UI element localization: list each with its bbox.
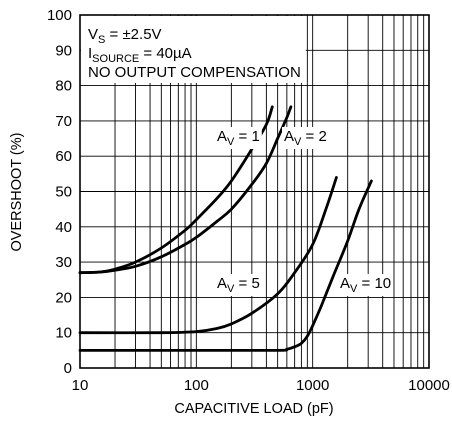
curve-labels: AV = 1 AV = 2 AV = 5 AV = 10 (215, 127, 394, 296)
x-tick-label: 1000 (296, 377, 329, 394)
conditions-background (81, 16, 306, 83)
label-av-1: AV = 1 (217, 128, 260, 148)
label-av-1-group: AV = 1 (215, 127, 262, 149)
label-av-2-group: AV = 2 (282, 127, 329, 149)
condition-compensation: NO OUTPUT COMPENSATION (88, 64, 301, 81)
y-tick-label: 30 (55, 254, 72, 271)
curve-av-5 (78, 176, 338, 335)
label-background (215, 127, 262, 149)
label-background (282, 127, 329, 149)
y-tick-label: 90 (55, 42, 72, 59)
y-tick-label: 80 (55, 78, 72, 95)
condition-supply: VS = ±2.5V (88, 26, 162, 46)
label-av-10-group: AV = 10 (338, 274, 394, 296)
condition-source: ISOURCE = 40µA (88, 45, 192, 65)
x-tick-label: 10 (72, 377, 89, 394)
y-tick-label: 50 (55, 184, 72, 201)
y-tick-label: 20 (55, 289, 72, 306)
y-tick-label: 0 (64, 360, 72, 377)
curve-av-10 (78, 179, 373, 352)
label-background (215, 274, 262, 296)
y-tick-label: 40 (55, 219, 72, 236)
y-tick-label: 100 (47, 7, 72, 24)
label-av-10: AV = 10 (340, 275, 391, 295)
y-tick-label: 70 (55, 113, 72, 130)
curve-av-2 (78, 105, 293, 275)
y-tick-label: 60 (55, 148, 72, 165)
x-tick-label: 100 (184, 377, 209, 394)
y-axis-title: OVERSHOOT (%) (9, 133, 25, 252)
label-av-2: AV = 2 (284, 128, 327, 148)
label-background (338, 274, 394, 296)
x-tick-label: 10000 (408, 377, 450, 394)
x-axis-title: CAPACITIVE LOAD (pF) (174, 401, 333, 417)
plot-frame (79, 14, 430, 369)
y-tick-label: 10 (55, 325, 72, 342)
label-av-5-group: AV = 5 (215, 274, 262, 296)
label-av-5: AV = 5 (217, 275, 260, 295)
